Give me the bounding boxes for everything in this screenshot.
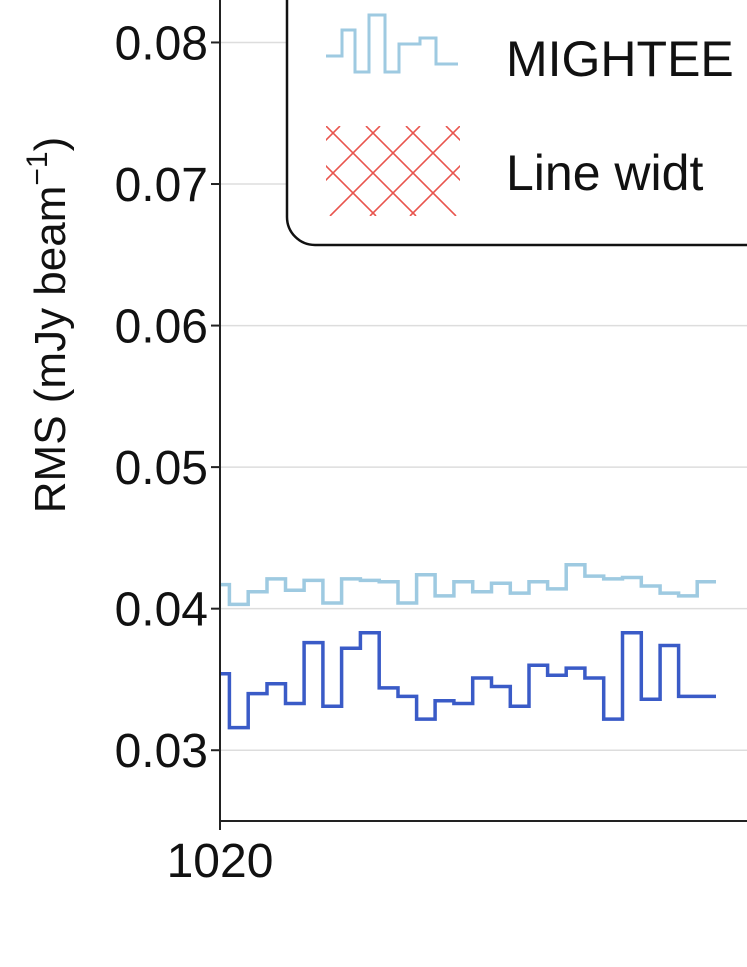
- legend: MIGHTEE Line widt: [285, 0, 747, 247]
- y-tick-label-0: 0.03: [115, 725, 208, 778]
- y-axis-title-superscript: −1: [21, 151, 54, 185]
- y-tick-label-5: 0.08: [115, 17, 208, 70]
- y-tick-label-2: 0.05: [115, 442, 208, 495]
- y-tick-label-4: 0.07: [115, 159, 208, 212]
- x-tick-label-0: 1020: [167, 835, 274, 888]
- y-axis-title: RMS (mJy beam−1): [21, 137, 75, 513]
- y-tick-label-3: 0.06: [115, 301, 208, 354]
- series-line-1: [220, 630, 716, 730]
- y-ticks: 0.03 0.04 0.05 0.06 0.07 0.08: [115, 17, 220, 778]
- legend-swatch-hatch: [326, 126, 460, 216]
- y-axis-title-close: ): [26, 137, 75, 152]
- y-tick-label-1: 0.04: [115, 584, 208, 637]
- series-group: [220, 563, 716, 730]
- legend-label-mightee: MIGHTEE: [506, 31, 734, 87]
- y-axis-title-main: RMS (mJy beam: [26, 186, 75, 514]
- x-ticks: 1020: [167, 821, 274, 888]
- legend-swatch-mightee: [326, 13, 458, 74]
- legend-label-line-width: Line widt: [506, 145, 703, 201]
- series-line-0: [220, 563, 716, 607]
